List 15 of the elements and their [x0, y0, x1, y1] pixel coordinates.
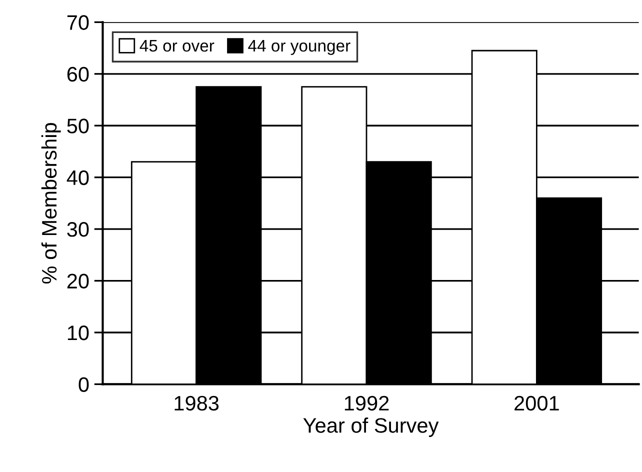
- y-tick-label: 10: [68, 325, 89, 340]
- x-tick-label: 1992: [344, 396, 389, 411]
- x-axis-title: Year of Survey: [303, 418, 439, 437]
- x-tick-label: 2001: [514, 396, 559, 411]
- y-tick-label: 20: [67, 274, 89, 289]
- legend-label: 44 or younger: [248, 40, 350, 55]
- y-tick-label: 60: [67, 66, 89, 82]
- x-tick-label: 1983: [174, 396, 219, 411]
- y-tick-label: 30: [67, 222, 89, 237]
- legend-label: 45 or over: [140, 40, 214, 52]
- y-tick-label: 40: [66, 170, 89, 186]
- y-tick-label: 50: [67, 118, 89, 134]
- y-tick-label: 70: [67, 15, 89, 30]
- y-axis-title: % of Membership: [41, 123, 61, 284]
- y-tick-label: 0: [78, 377, 89, 392]
